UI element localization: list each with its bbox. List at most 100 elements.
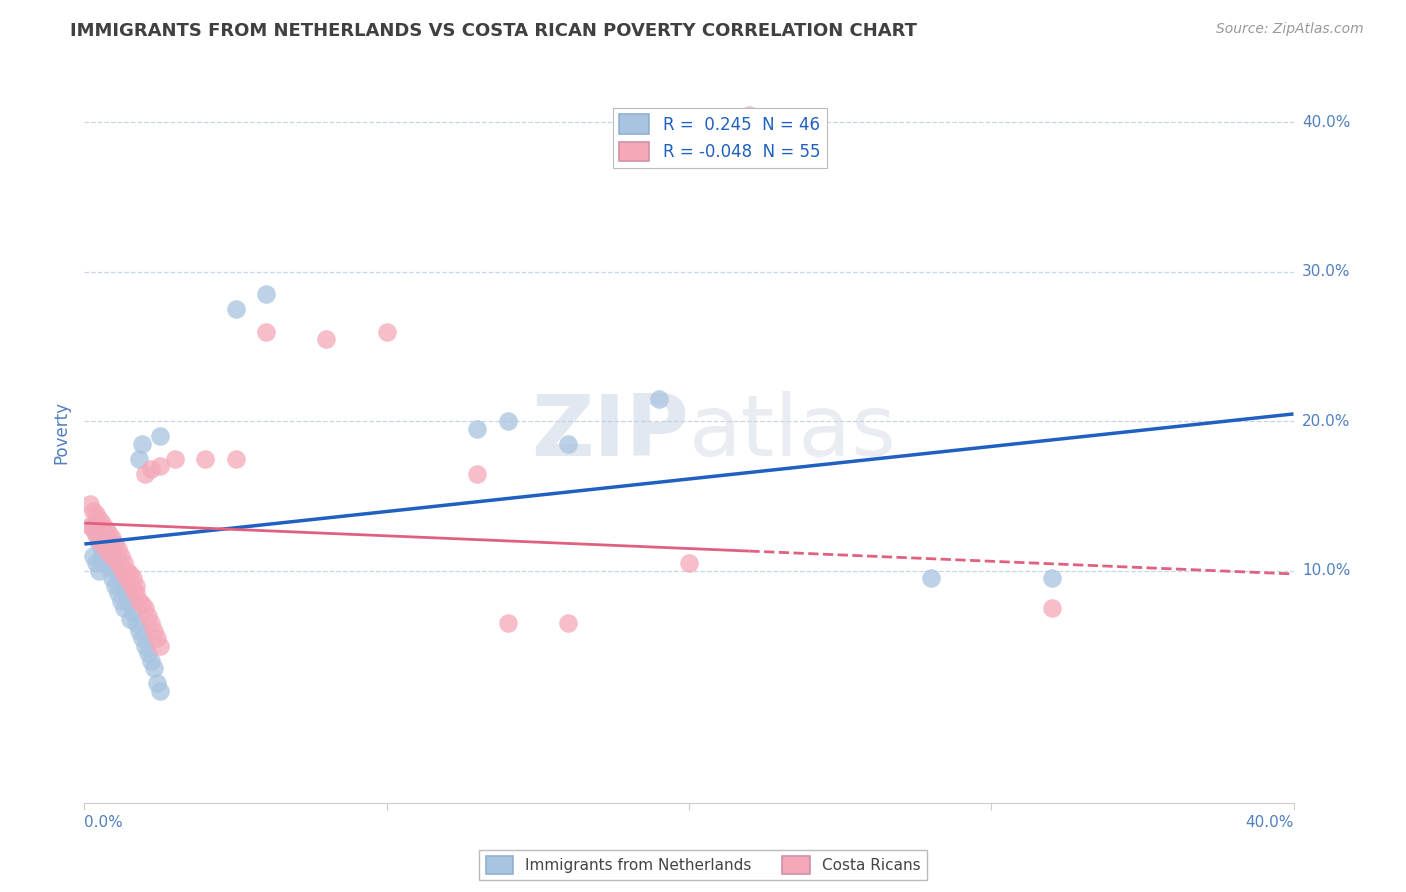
Point (86, 526, 108, 541)
Point (139, 462, 162, 476)
Point (79, 519, 101, 533)
Point (557, 616, 579, 631)
Text: 40.0%: 40.0% (1246, 814, 1294, 830)
Point (91, 516, 114, 530)
Point (110, 549, 132, 563)
Point (91, 552, 114, 566)
Point (82, 522, 104, 536)
Text: 0.0%: 0.0% (84, 814, 124, 830)
Point (97, 561, 120, 575)
Point (91, 537, 114, 551)
Point (107, 586, 129, 600)
Point (375, 325, 398, 339)
Point (86, 507, 108, 521)
Point (139, 654, 162, 668)
Text: 30.0%: 30.0% (1302, 264, 1350, 279)
Point (146, 632, 169, 646)
Point (97, 546, 120, 560)
Point (1040, 571, 1063, 585)
Point (115, 564, 138, 578)
Point (89, 564, 111, 578)
Text: Source: ZipAtlas.com: Source: ZipAtlas.com (1216, 22, 1364, 37)
Point (467, 422, 489, 436)
Point (82, 519, 104, 533)
Point (678, 557, 700, 571)
Point (128, 624, 150, 638)
Point (104, 552, 127, 566)
Point (131, 632, 153, 646)
Point (920, 571, 942, 585)
Point (194, 451, 217, 466)
Point (139, 616, 162, 631)
Point (128, 451, 150, 466)
Point (496, 616, 519, 631)
Legend: Immigrants from Netherlands, Costa Ricans: Immigrants from Netherlands, Costa Rican… (479, 850, 927, 880)
Point (496, 414, 519, 428)
Point (86, 557, 108, 571)
Point (149, 639, 172, 653)
Point (118, 576, 141, 591)
Point (112, 557, 135, 571)
Point (648, 392, 671, 406)
Point (97, 534, 120, 549)
Point (118, 566, 141, 581)
Point (146, 676, 169, 690)
Point (86, 526, 108, 541)
Point (118, 597, 141, 611)
Point (134, 601, 156, 615)
Point (121, 606, 143, 620)
Point (89, 537, 111, 551)
Point (125, 616, 148, 631)
Point (128, 594, 150, 608)
Point (165, 451, 187, 466)
Point (315, 332, 337, 346)
Point (142, 661, 165, 675)
Text: atlas: atlas (689, 391, 897, 475)
Point (107, 557, 129, 571)
Point (225, 451, 247, 466)
Text: ZIP: ZIP (531, 391, 689, 475)
Point (467, 467, 489, 481)
Point (107, 566, 129, 581)
Point (149, 683, 172, 698)
Point (134, 467, 156, 481)
Point (149, 429, 172, 443)
Point (149, 459, 172, 474)
Point (131, 597, 153, 611)
Point (97, 526, 120, 541)
Point (100, 571, 122, 585)
Point (121, 571, 143, 585)
Point (225, 302, 247, 317)
Point (125, 586, 148, 600)
Point (112, 582, 135, 596)
Point (104, 579, 127, 593)
Point (254, 287, 277, 301)
Point (1040, 601, 1063, 615)
Point (89, 534, 111, 549)
Text: 10.0%: 10.0% (1302, 564, 1350, 579)
Text: 40.0%: 40.0% (1302, 115, 1350, 129)
Point (100, 544, 122, 558)
Point (110, 561, 132, 575)
Point (738, 108, 761, 122)
Point (125, 579, 148, 593)
Point (104, 553, 127, 567)
Point (112, 601, 135, 615)
Point (100, 531, 122, 545)
Point (115, 591, 138, 605)
Point (136, 646, 159, 660)
Point (142, 624, 165, 638)
Point (82, 549, 104, 563)
Point (104, 537, 127, 551)
Point (110, 594, 132, 608)
Point (118, 612, 141, 626)
Point (134, 639, 156, 653)
Point (557, 437, 579, 451)
Point (89, 511, 111, 525)
Point (131, 437, 153, 451)
Point (115, 571, 138, 585)
Point (91, 546, 114, 560)
Point (107, 541, 129, 556)
Point (112, 566, 135, 581)
Point (136, 608, 159, 623)
